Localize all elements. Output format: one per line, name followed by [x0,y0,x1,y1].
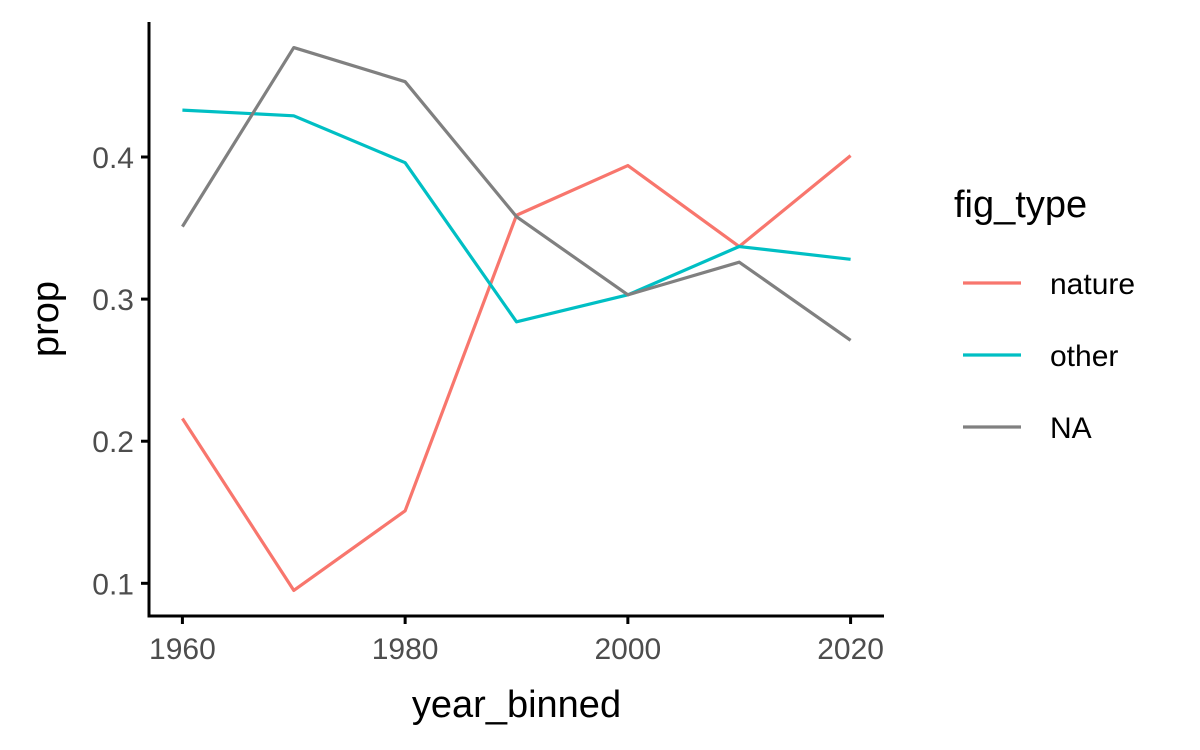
legend-label-na: NA [1050,412,1092,445]
y-tick-label: 0.4 [92,142,134,175]
legend: fig_type nature other NA [954,184,1135,445]
y-tick-label: 0.2 [92,426,134,459]
y-tick-label: 0.3 [92,284,134,317]
series-line-na [181,45,852,342]
x-axis-ticks: 1960 1980 2000 2020 [149,616,884,666]
legend-title: fig_type [954,184,1087,226]
series-line-nature [181,154,852,593]
x-axis-title: year_binned [412,684,621,726]
legend-label-other: other [1050,340,1118,373]
x-tick-label: 1980 [372,633,439,666]
legend-label-nature: nature [1050,268,1135,301]
y-tick-label: 0.1 [92,568,134,601]
series-line-other [182,108,851,324]
y-axis-title: prop [25,281,67,357]
x-tick-label: 2000 [594,633,661,666]
y-axis-ticks: 0.1 0.2 0.3 0.4 [92,142,149,601]
axes [147,22,884,618]
x-tick-label: 1960 [149,633,216,666]
x-tick-label: 2020 [817,633,884,666]
series-lines [181,45,852,593]
